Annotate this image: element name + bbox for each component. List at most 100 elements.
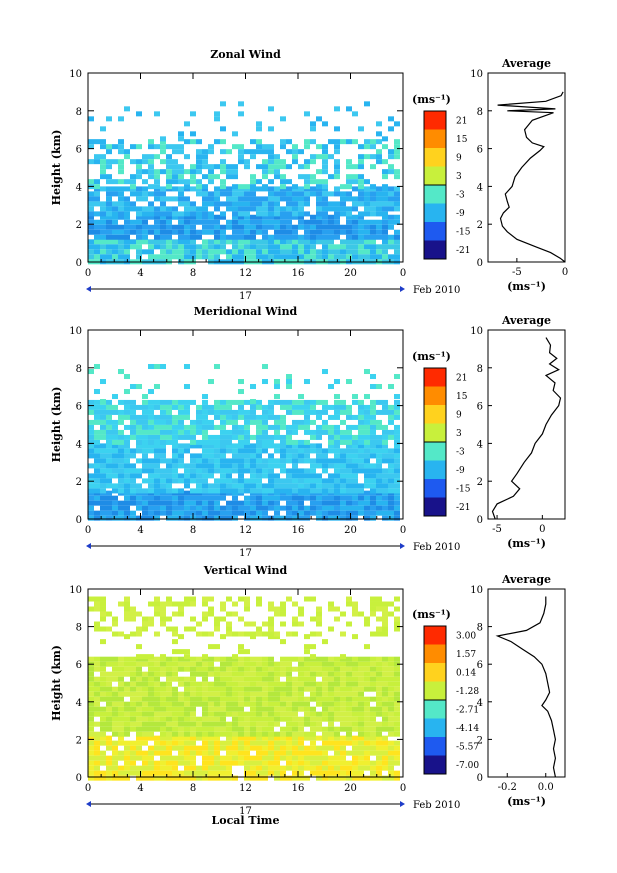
heatmap-cell xyxy=(136,111,142,117)
heatmap-cell xyxy=(268,745,274,751)
heatmap-cell xyxy=(214,234,220,240)
heatmap-cell xyxy=(382,196,388,202)
heatmap-cell xyxy=(88,116,94,122)
heatmap-cell xyxy=(154,701,160,707)
heatmap-cell xyxy=(232,745,238,751)
heatmap-cell xyxy=(100,666,106,672)
heatmap-cell xyxy=(130,409,136,415)
heatmap-cell xyxy=(160,616,166,622)
heatmap-cell xyxy=(286,164,292,170)
heatmap-cell xyxy=(100,453,106,459)
heatmap-cell xyxy=(124,149,130,155)
heatmap-cell xyxy=(394,596,400,602)
heatmap-cell xyxy=(214,735,220,741)
heatmap-cell xyxy=(334,676,340,682)
heatmap-cell xyxy=(352,505,358,511)
heatmap-cell xyxy=(184,706,190,712)
heatmap-cell xyxy=(214,644,220,650)
heatmap-cell xyxy=(112,716,118,722)
heatmap-cell xyxy=(142,468,148,474)
heatmap-cell xyxy=(160,721,166,727)
heatmap-cell xyxy=(364,409,370,415)
heatmap-cell xyxy=(316,631,322,637)
heatmap-cell xyxy=(328,755,334,761)
heatmap-cell xyxy=(142,439,148,445)
heatmap-cell xyxy=(232,500,238,506)
heatmap-cell xyxy=(298,399,304,405)
heatmap-cell xyxy=(358,239,364,245)
heatmap-cell xyxy=(310,654,316,660)
heatmap-cell xyxy=(172,735,178,741)
heatmap-cell xyxy=(106,201,112,207)
heatmap-cell xyxy=(274,631,280,637)
heatmap-cell xyxy=(358,201,364,207)
heatmap-cell xyxy=(268,434,274,440)
heatmap-cell xyxy=(298,706,304,712)
profile-x-tick-label: -0.2 xyxy=(498,782,517,793)
heatmap-cell xyxy=(214,116,220,122)
heatmap-cell xyxy=(328,745,334,751)
heatmap-cell xyxy=(328,495,334,501)
heatmap-cell xyxy=(286,721,292,727)
heatmap-cell xyxy=(298,676,304,682)
heatmap-cell xyxy=(364,179,370,185)
heatmap-cell xyxy=(166,239,172,245)
heatmap-cell xyxy=(346,244,352,250)
heatmap-cell xyxy=(364,671,370,677)
heatmap-cell xyxy=(196,249,202,255)
heatmap-cell xyxy=(160,468,166,474)
heatmap-cell xyxy=(376,159,382,165)
heatmap-cell xyxy=(232,191,238,197)
heatmap-cell xyxy=(154,443,160,449)
heatmap-cell xyxy=(274,191,280,197)
heatmap-cell xyxy=(226,596,232,602)
heatmap-cell xyxy=(364,490,370,496)
heatmap-cell xyxy=(250,691,256,697)
heatmap-cell xyxy=(274,201,280,207)
heatmap-cell xyxy=(100,626,106,632)
heatmap-cell xyxy=(328,224,334,230)
heatmap-cell xyxy=(382,211,388,217)
heatmap-cell xyxy=(208,164,214,170)
heatmap-cell xyxy=(118,488,124,494)
heatmap-cell xyxy=(142,626,148,632)
heatmap-cell xyxy=(184,500,190,506)
heatmap-cell xyxy=(226,721,232,727)
heatmap-cell xyxy=(88,488,94,494)
heatmap-cell xyxy=(322,765,328,771)
heatmap-cell xyxy=(334,126,340,132)
heatmap-cell xyxy=(112,661,118,667)
heatmap-cell xyxy=(142,731,148,737)
heatmap-cell xyxy=(334,488,340,494)
heatmap-cell xyxy=(316,666,322,672)
heatmap-cell xyxy=(292,691,298,697)
heatmap-cell xyxy=(382,701,388,707)
heatmap-cell xyxy=(340,656,346,662)
heatmap-cell xyxy=(184,740,190,746)
heatmap-cell xyxy=(112,239,118,245)
heatmap-cell xyxy=(250,229,256,235)
heatmap-cell xyxy=(154,224,160,230)
heatmap-cell xyxy=(274,206,280,212)
heatmap-cell xyxy=(388,701,394,707)
heatmap-cell xyxy=(388,731,394,737)
heatmap-cell xyxy=(166,616,172,622)
heatmap-cell xyxy=(262,219,268,225)
heatmap-cell xyxy=(280,214,286,220)
heatmap-cell xyxy=(142,760,148,766)
heatmap-cell xyxy=(286,656,292,662)
heatmap-cell xyxy=(166,429,172,435)
heatmap-cell xyxy=(286,179,292,185)
heatmap-cell xyxy=(298,174,304,180)
heatmap-cell xyxy=(196,671,202,677)
heatmap-cell xyxy=(298,409,304,415)
heatmap-cell xyxy=(148,731,154,737)
heatmap-cell xyxy=(250,249,256,255)
heatmap-cell xyxy=(388,726,394,732)
heatmap-cell xyxy=(178,424,184,430)
heatmap-cell xyxy=(142,755,148,761)
heatmap-cell xyxy=(304,775,310,781)
heatmap-cell xyxy=(268,106,274,112)
heatmap-cell xyxy=(154,196,160,202)
heatmap-cell xyxy=(166,686,172,692)
